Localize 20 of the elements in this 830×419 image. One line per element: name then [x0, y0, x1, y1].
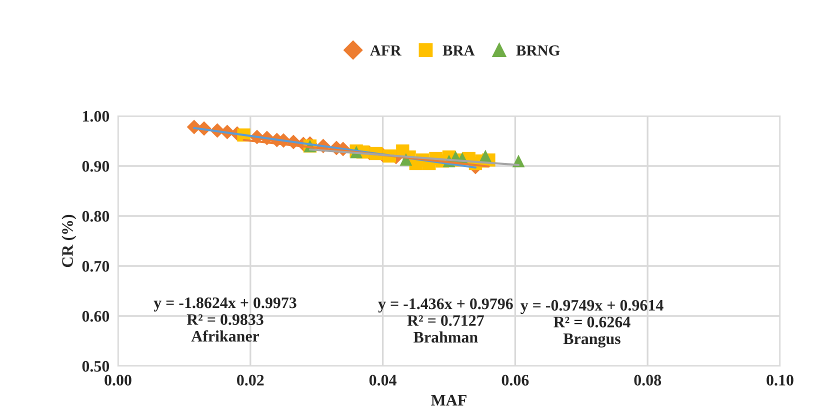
- annotation: y = -1.8624x + 0.9973 R² = 0.9833 Afrikaner: [154, 297, 296, 342]
- y-tick-label: 0.80: [82, 210, 110, 222]
- legend-label: AFR: [370, 45, 402, 56]
- y-tick-label: 0.90: [82, 160, 110, 172]
- x-tick-label: 0.00: [104, 374, 132, 386]
- legend-label: BRA: [442, 45, 475, 56]
- annotation: y = -1.436x + 0.9796 R² = 0.7127 Brahman: [378, 298, 513, 343]
- x-tick-label: 0.10: [766, 374, 794, 386]
- x-tick-label: 0.04: [369, 374, 396, 386]
- y-tick-label: 0.60: [82, 310, 110, 322]
- x-tick-label: 0.08: [634, 374, 662, 386]
- y-tick-label: 0.70: [82, 260, 110, 272]
- y-tick-label: 1.00: [82, 110, 110, 122]
- x-axis-title: MAF: [431, 394, 466, 406]
- legend-label: BRNG: [516, 45, 560, 56]
- y-tick-label: 0.50: [82, 360, 110, 372]
- y-axis-title: CR (%): [62, 214, 76, 268]
- x-tick-label: 0.02: [237, 374, 264, 386]
- annotation: y = -0.9749x + 0.9614 R² = 0.6264 Brangus: [520, 300, 664, 348]
- x-tick-label: 0.06: [502, 374, 529, 386]
